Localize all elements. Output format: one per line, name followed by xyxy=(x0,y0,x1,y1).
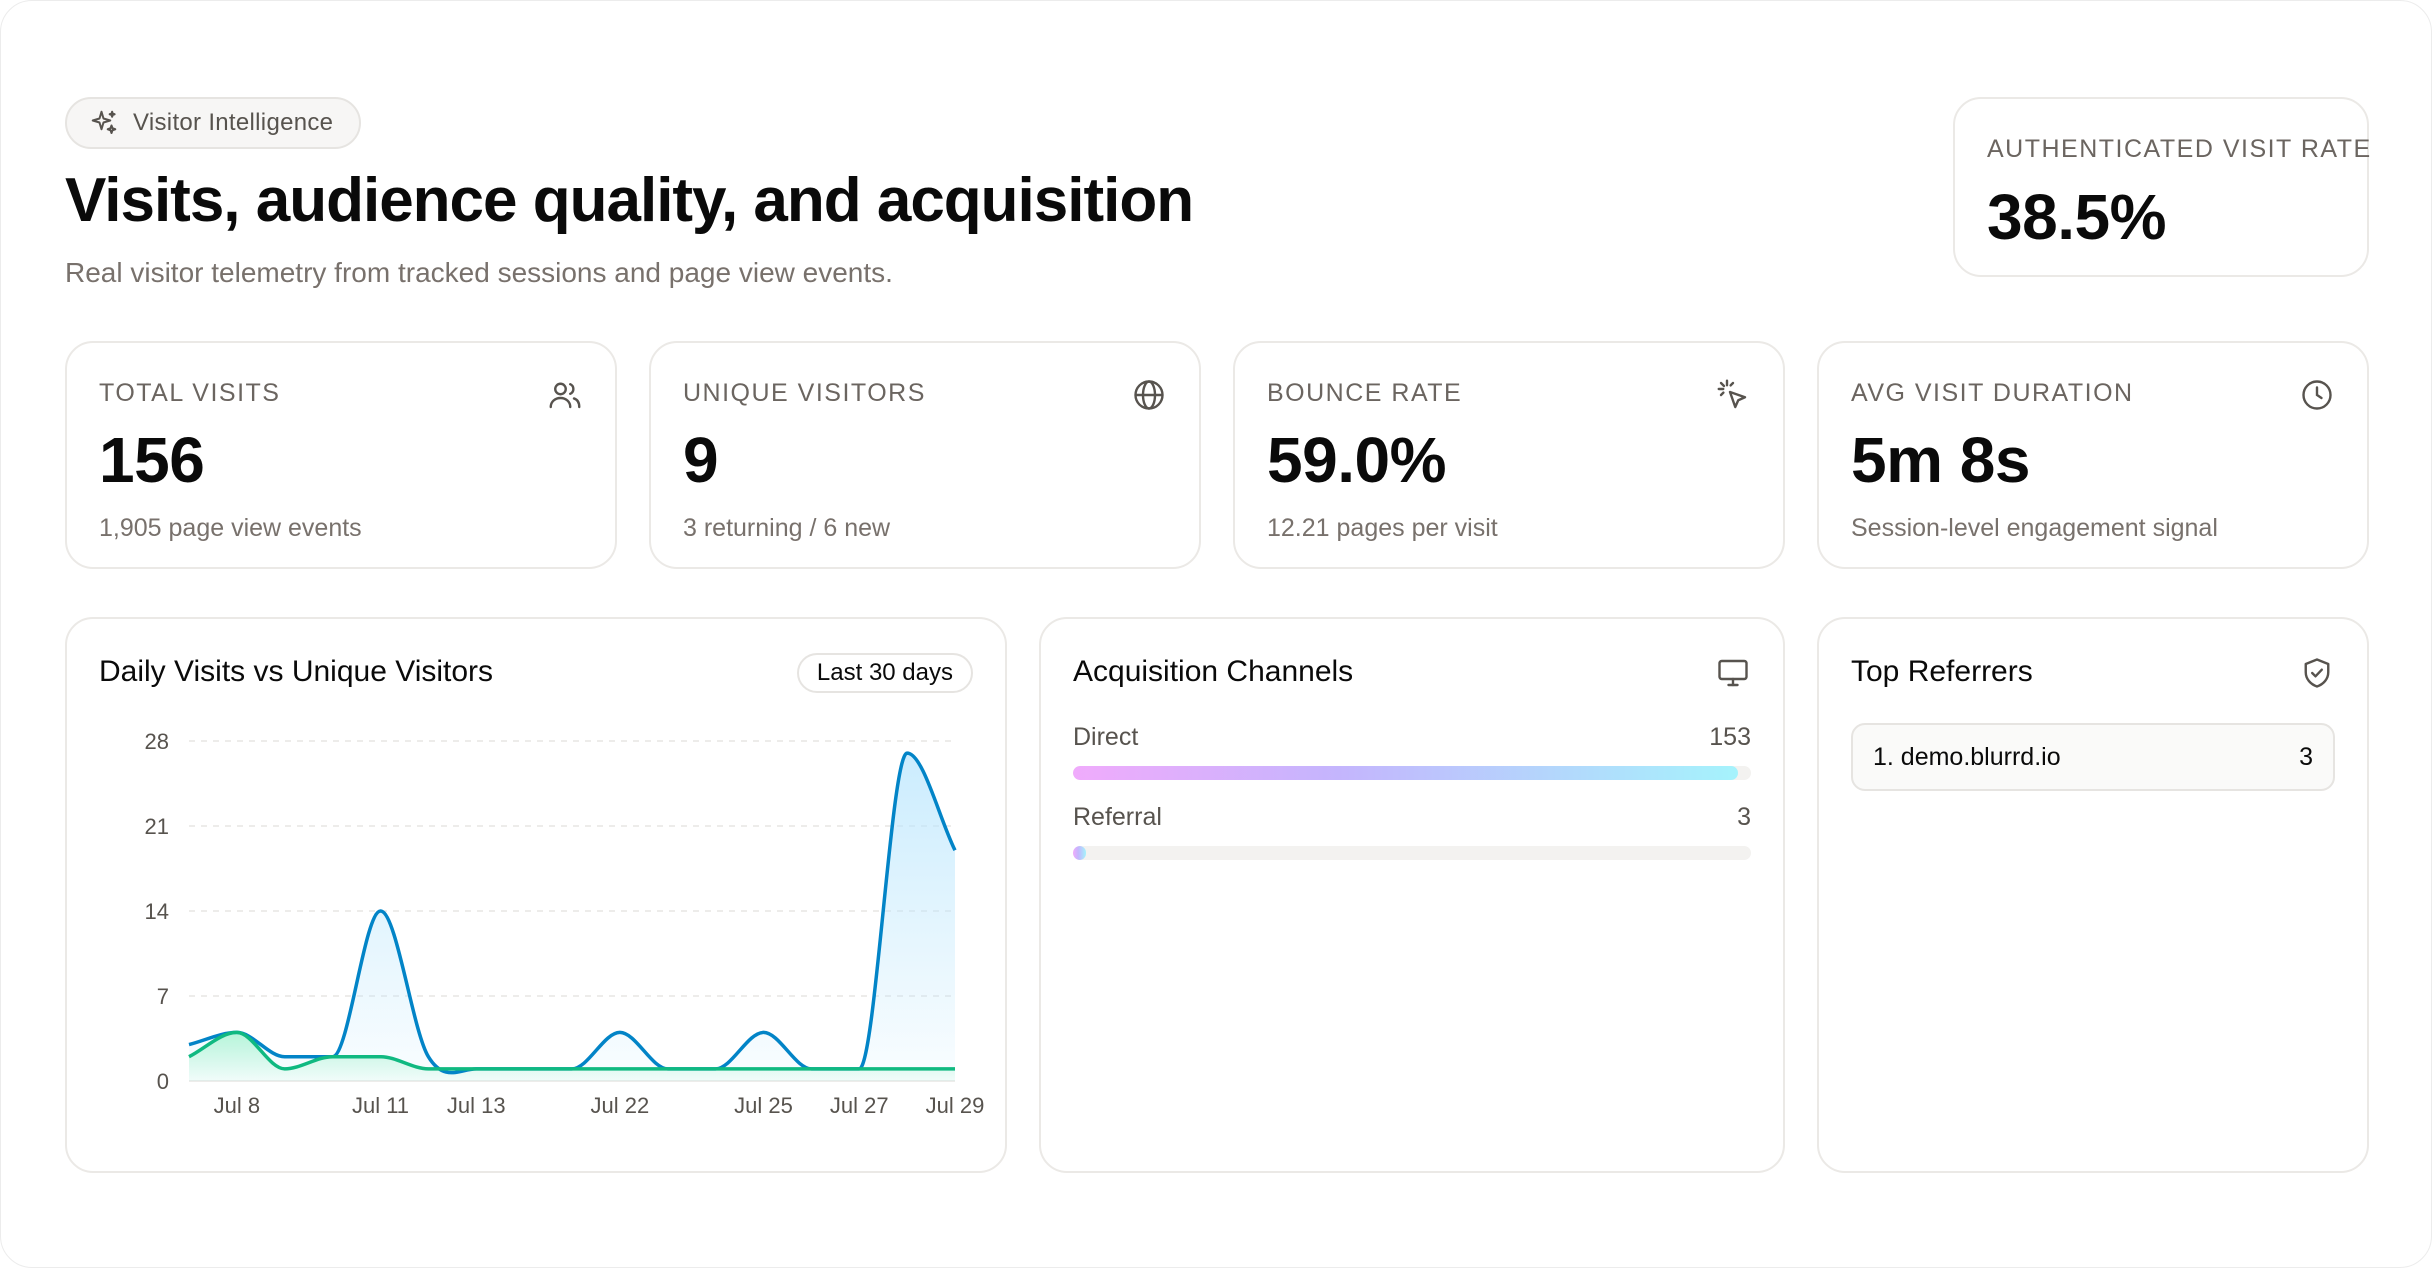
stat-card-avg-visit-duration: AVG VISIT DURATION 5m 8s Session-level e… xyxy=(1817,341,2369,569)
channel-row-referral: Referral 3 xyxy=(1073,803,1751,860)
daily-visits-panel: Daily Visits vs Unique Visitors Last 30 … xyxy=(65,617,1007,1173)
x-tick-label: Jul 22 xyxy=(591,1093,650,1118)
stat-card-total-visits: TOTAL VISITS 156 1,905 page view events xyxy=(65,341,617,569)
channel-bar-track xyxy=(1073,766,1751,780)
monitor-icon xyxy=(1718,659,1748,687)
badge-label: Visitor Intelligence xyxy=(133,109,334,136)
page-subtitle: Real visitor telemetry from tracked sess… xyxy=(65,257,893,288)
visits-area xyxy=(189,753,955,1081)
auth-rate-value: 38.5% xyxy=(1987,181,2166,253)
sparkles-icon xyxy=(91,110,117,134)
acquisition-channels-panel: Acquisition Channels Direct 153 Referral… xyxy=(1039,617,1785,1173)
daily-visits-chart: 0 7 14 21 28 Jul 8 Jul 11 Jul 13 Jul 22 Jul 25 Jul… xyxy=(145,729,985,1118)
panel-title: Top Referrers xyxy=(1851,655,2033,688)
clock-icon xyxy=(2302,380,2332,410)
x-tick-label: Jul 29 xyxy=(926,1093,985,1118)
stat-subtext: Session-level engagement signal xyxy=(1851,514,2218,542)
channel-row-direct: Direct 153 xyxy=(1073,723,1751,780)
y-tick-label: 14 xyxy=(145,899,169,924)
y-tick-label: 7 xyxy=(157,984,169,1009)
stat-label: AVG VISIT DURATION xyxy=(1851,379,2134,407)
referrer-label: 1. demo.blurrd.io xyxy=(1873,742,2061,771)
channel-bar-track xyxy=(1073,846,1751,860)
channel-name: Referral xyxy=(1073,803,1162,831)
x-tick-label: Jul 25 xyxy=(734,1093,793,1118)
stat-subtext: 12.21 pages per visit xyxy=(1267,514,1498,542)
stat-subtext: 1,905 page view events xyxy=(99,514,362,542)
stat-value: 59.0% xyxy=(1267,424,1446,496)
visitor-intelligence-badge: Visitor Intelligence xyxy=(65,97,362,149)
y-tick-label: 28 xyxy=(145,729,169,754)
auth-rate-label: AUTHENTICATED VISIT RATE xyxy=(1987,135,2372,163)
stat-label: BOUNCE RATE xyxy=(1267,379,1463,407)
stat-subtext: 3 returning / 6 new xyxy=(683,514,891,542)
stat-value: 156 xyxy=(99,424,205,496)
authenticated-visit-rate-card: AUTHENTICATED VISIT RATE 38.5% xyxy=(1953,97,2372,277)
stat-value: 9 xyxy=(683,424,719,496)
x-tick-label: Jul 11 xyxy=(352,1093,409,1118)
stat-card-unique-visitors: UNIQUE VISITORS 9 3 returning / 6 new xyxy=(649,341,1201,569)
users-icon xyxy=(549,382,581,409)
pointer-click-icon xyxy=(1717,379,1747,409)
x-tick-label: Jul 8 xyxy=(214,1093,260,1118)
x-tick-label: Jul 13 xyxy=(447,1093,506,1118)
channel-bar-fill xyxy=(1073,846,1086,860)
stat-label: UNIQUE VISITORS xyxy=(683,379,926,407)
top-referrers-panel: Top Referrers 1. demo.blurrd.io 3 xyxy=(1817,617,2369,1173)
stat-card-bounce-rate: BOUNCE RATE 59.0% 12.21 pages per visit xyxy=(1233,341,1785,569)
stat-value: 5m 8s xyxy=(1851,424,2030,496)
channel-value: 3 xyxy=(1737,803,1751,831)
y-tick-label: 21 xyxy=(145,814,169,839)
x-tick-label: Jul 27 xyxy=(830,1093,889,1118)
referrer-item[interactable]: 1. demo.blurrd.io 3 xyxy=(1851,723,2335,791)
stat-label: TOTAL VISITS xyxy=(99,379,281,407)
referrer-count: 3 xyxy=(2299,742,2313,771)
channel-value: 153 xyxy=(1709,723,1751,751)
page-title: Visits, audience quality, and acquisitio… xyxy=(65,166,1194,235)
panel-title: Daily Visits vs Unique Visitors xyxy=(99,655,494,688)
panel-title: Acquisition Channels xyxy=(1073,655,1354,688)
date-range-button[interactable]: Last 30 days xyxy=(796,653,973,693)
visits-line xyxy=(188,751,957,1075)
globe-icon xyxy=(1134,380,1164,410)
y-tick-label: 0 xyxy=(157,1069,169,1094)
shield-check-icon xyxy=(2304,658,2330,688)
unique-visitors-line xyxy=(188,1030,955,1071)
channel-name: Direct xyxy=(1073,723,1139,751)
channel-bar-fill xyxy=(1073,766,1739,780)
